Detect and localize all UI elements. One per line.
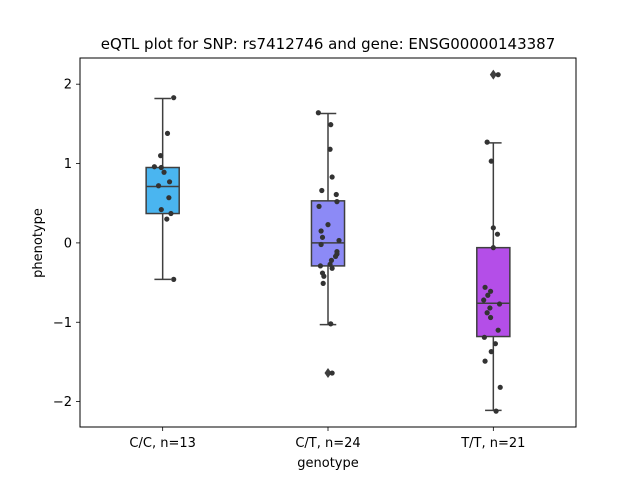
data-point — [484, 139, 490, 145]
data-point — [319, 187, 325, 194]
data-point — [327, 261, 333, 267]
data-point — [316, 203, 322, 209]
data-point — [482, 358, 488, 364]
data-point — [329, 265, 335, 271]
genotype-group — [145, 95, 180, 282]
data-point — [336, 237, 342, 244]
data-point — [495, 327, 501, 333]
outlier-marker — [489, 69, 497, 80]
y-tick-label: −2 — [53, 395, 72, 410]
data-point — [487, 314, 494, 321]
y-axis-label: phenotype — [31, 208, 46, 278]
data-point — [171, 276, 177, 282]
data-point — [487, 305, 493, 311]
data-point — [168, 210, 174, 217]
data-point — [492, 341, 498, 347]
data-point — [161, 169, 167, 175]
data-point — [333, 191, 339, 198]
y-tick-label: −1 — [53, 316, 72, 331]
data-point — [320, 280, 326, 286]
data-point — [329, 174, 335, 180]
data-point — [318, 228, 324, 234]
y-tick-label: 0 — [64, 236, 72, 251]
data-point — [334, 199, 340, 205]
data-point — [488, 158, 494, 164]
plot-area — [145, 69, 511, 414]
data-point — [158, 153, 164, 159]
data-point — [329, 370, 335, 376]
data-point — [164, 130, 171, 136]
box — [476, 246, 511, 338]
data-point — [158, 206, 164, 213]
genotype-group — [310, 110, 346, 379]
data-point — [315, 110, 321, 116]
x-axis: C/C, n=13 C/T, n=24 T/T, n=21 — [129, 427, 525, 451]
data-point — [485, 292, 491, 298]
y-tick-label: 1 — [64, 157, 72, 172]
data-point — [332, 253, 339, 259]
data-point — [328, 321, 334, 327]
y-tick-label: 2 — [64, 78, 72, 93]
genotype-group — [476, 69, 511, 414]
x-tick-label: T/T, n=21 — [460, 436, 525, 451]
data-point — [151, 164, 157, 170]
x-tick-label: C/C, n=13 — [129, 436, 195, 451]
data-point — [497, 384, 503, 390]
data-point — [166, 195, 172, 201]
x-axis-label: genotype — [297, 456, 358, 471]
data-point — [164, 216, 170, 222]
data-point — [319, 234, 326, 240]
data-point — [493, 408, 499, 414]
outlier-marker — [324, 368, 332, 379]
data-point — [487, 288, 494, 294]
data-point — [171, 95, 177, 101]
data-point — [158, 164, 164, 171]
chart-title: eQTL plot for SNP: rs7412746 and gene: E… — [101, 35, 556, 53]
data-point — [490, 245, 496, 251]
data-point — [494, 231, 501, 237]
data-point — [327, 146, 333, 152]
data-point — [328, 122, 334, 128]
x-tick-label: C/T, n=24 — [295, 436, 360, 451]
box — [145, 166, 180, 215]
data-point — [495, 72, 501, 78]
data-point — [317, 263, 324, 269]
data-point — [481, 334, 487, 340]
data-point — [318, 241, 324, 248]
data-point — [484, 310, 490, 316]
data-point — [488, 349, 494, 355]
data-point — [481, 297, 487, 303]
data-point — [155, 183, 162, 189]
data-point — [490, 225, 496, 231]
data-point — [325, 222, 331, 228]
y-axis: 2 1 0 −1 −2 — [53, 78, 80, 410]
data-point — [166, 179, 173, 185]
data-point — [321, 273, 327, 279]
data-point — [328, 257, 335, 263]
data-point — [482, 284, 488, 290]
box — [310, 200, 346, 267]
data-point — [496, 301, 503, 307]
